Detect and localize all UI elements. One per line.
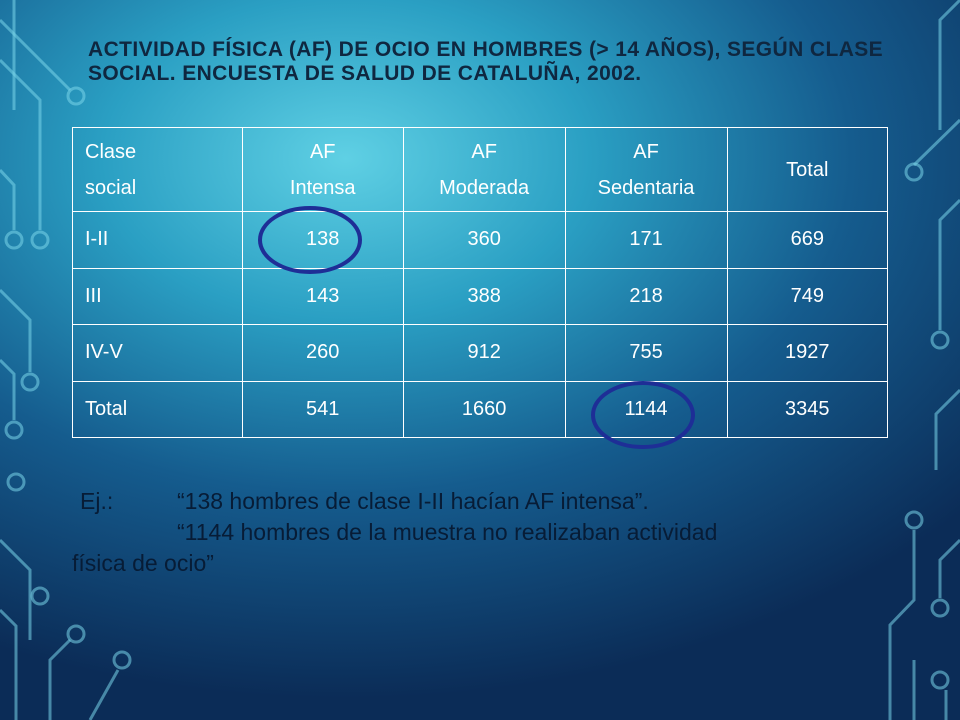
table-row: I-II 138 360 171 669 (72, 211, 889, 269)
header-af-sedentaria: AF Sedentaria (564, 127, 728, 212)
table-cell: 3345 (726, 380, 889, 438)
table-cell: 541 (241, 380, 404, 438)
table-cell: III (72, 267, 243, 325)
table-cell: 749 (726, 267, 889, 325)
example-sentence-2: “1144 hombres de la muestra no realizaba… (177, 519, 718, 545)
table-cell: 1927 (726, 324, 889, 382)
table-cell: 669 (726, 211, 889, 269)
example-sentence-1: “138 hombres de clase I-II hacían AF int… (177, 488, 649, 514)
table-cell-highlighted: 1144 (564, 380, 728, 438)
table-cell: Total (72, 380, 243, 438)
table-row: IV-V 260 912 755 1927 (72, 324, 889, 382)
data-table: Clase social AF Intensa AF Moderada AF Seden… (72, 127, 889, 438)
header-clase-social: Clase social (72, 127, 243, 212)
table-cell: 1660 (402, 380, 566, 438)
table-cell-highlighted: 138 (241, 211, 404, 269)
example-prefix: Ej.: (80, 488, 114, 514)
table-cell: IV-V (72, 324, 243, 382)
table-row: Total 541 1660 1144 3345 (72, 380, 889, 438)
table-cell: 171 (564, 211, 728, 269)
table-cell: 360 (402, 211, 566, 269)
example-text: Ej.: “138 hombres de clase I-II hacían A… (72, 486, 880, 579)
table-cell: 912 (402, 324, 566, 382)
slide-title: ACTIVIDAD FÍSICA (AF) DE OCIO EN HOMBRES… (88, 38, 884, 85)
table-header-row: Clase social AF Intensa AF Moderada AF Seden… (72, 127, 889, 212)
table-cell: 143 (241, 267, 404, 325)
header-af-intensa: AF Intensa (241, 127, 404, 212)
table-cell: 260 (241, 324, 404, 382)
table-cell: 388 (402, 267, 566, 325)
header-total: Total (726, 127, 889, 212)
table-cell: 755 (564, 324, 728, 382)
table-cell: 218 (564, 267, 728, 325)
example-sentence-2-continued: física de ocio” (72, 550, 214, 576)
example-line-1: Ej.: “138 hombres de clase I-II hacían A… (80, 486, 880, 517)
table-row: III 143 388 218 749 (72, 267, 889, 325)
table-cell: I-II (72, 211, 243, 269)
header-af-moderada: AF Moderada (402, 127, 566, 212)
